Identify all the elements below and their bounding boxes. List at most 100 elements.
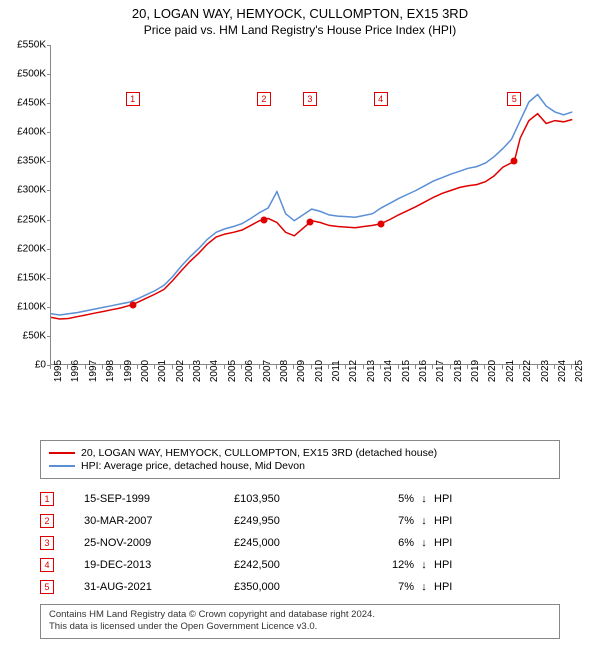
- x-tick-mark: [519, 365, 520, 369]
- legend-box: 20, LOGAN WAY, HEMYOCK, CULLOMPTON, EX15…: [40, 440, 560, 479]
- sales-row-marker: 3: [40, 536, 54, 550]
- sales-row-price: £350,000: [234, 581, 354, 593]
- x-tick-mark: [85, 365, 86, 369]
- chart-container: 20, LOGAN WAY, HEMYOCK, CULLOMPTON, EX15…: [0, 0, 600, 650]
- x-tick-mark: [67, 365, 68, 369]
- sales-row-marker: 4: [40, 558, 54, 572]
- sale-dot: [260, 216, 267, 223]
- y-tick-label: £250K: [17, 214, 46, 225]
- sales-row-hpi-label: HPI: [434, 515, 474, 527]
- legend-label: 20, LOGAN WAY, HEMYOCK, CULLOMPTON, EX15…: [81, 447, 437, 459]
- sales-row-delta: 6%: [354, 537, 414, 549]
- y-tick-label: £200K: [17, 243, 46, 254]
- y-tick-label: £0: [35, 360, 46, 371]
- y-tick-label: £150K: [17, 272, 46, 283]
- sales-row: 230-MAR-2007£249,9507%↓HPI: [40, 510, 560, 532]
- chart-area: 12345 £0£50K£100K£150K£200K£250K£300K£35…: [50, 45, 580, 395]
- down-arrow-icon: ↓: [414, 559, 434, 571]
- title-block: 20, LOGAN WAY, HEMYOCK, CULLOMPTON, EX15…: [0, 0, 600, 37]
- y-tick-label: £450K: [17, 98, 46, 109]
- x-tick-mark: [259, 365, 260, 369]
- x-tick-mark: [102, 365, 103, 369]
- x-tick-mark: [120, 365, 121, 369]
- down-arrow-icon: ↓: [414, 537, 434, 549]
- y-tick-label: £100K: [17, 301, 46, 312]
- sales-row-hpi-label: HPI: [434, 537, 474, 549]
- x-tick-mark: [206, 365, 207, 369]
- x-tick-mark: [432, 365, 433, 369]
- sales-row-date: 31-AUG-2021: [84, 581, 234, 593]
- legend-item: 20, LOGAN WAY, HEMYOCK, CULLOMPTON, EX15…: [49, 447, 551, 459]
- sale-marker-box: 2: [257, 92, 271, 106]
- down-arrow-icon: ↓: [414, 581, 434, 593]
- x-tick-mark: [467, 365, 468, 369]
- sales-row-hpi-label: HPI: [434, 493, 474, 505]
- sales-row-delta: 5%: [354, 493, 414, 505]
- sale-marker-box: 5: [507, 92, 521, 106]
- y-tick-label: £350K: [17, 156, 46, 167]
- y-tick-label: £400K: [17, 127, 46, 138]
- sales-row-marker: 1: [40, 492, 54, 506]
- x-tick-mark: [345, 365, 346, 369]
- x-tick-mark: [380, 365, 381, 369]
- x-tick-mark: [554, 365, 555, 369]
- x-tick-mark: [502, 365, 503, 369]
- sale-dot: [129, 301, 136, 308]
- sales-row-marker: 5: [40, 580, 54, 594]
- sales-row-price: £249,950: [234, 515, 354, 527]
- sales-table: 115-SEP-1999£103,9505%↓HPI230-MAR-2007£2…: [40, 488, 560, 598]
- sales-row: 1 15-SEP-1999£103,9505%↓HPI: [40, 488, 560, 510]
- x-tick-mark: [537, 365, 538, 369]
- x-tick-mark: [328, 365, 329, 369]
- footer-line1: Contains HM Land Registry data © Crown c…: [49, 609, 551, 621]
- x-tick-mark: [363, 365, 364, 369]
- sales-row-delta: 7%: [354, 581, 414, 593]
- sale-dot: [306, 219, 313, 226]
- series-hpi: [51, 95, 572, 316]
- sales-row-price: £103,950: [234, 493, 354, 505]
- footer-line2: This data is licensed under the Open Gov…: [49, 621, 551, 633]
- x-tick-mark: [224, 365, 225, 369]
- sales-row-delta: 12%: [354, 559, 414, 571]
- x-tick-mark: [137, 365, 138, 369]
- sales-row-hpi-label: HPI: [434, 559, 474, 571]
- x-tick-mark: [241, 365, 242, 369]
- x-tick-mark: [450, 365, 451, 369]
- down-arrow-icon: ↓: [414, 493, 434, 505]
- title-address: 20, LOGAN WAY, HEMYOCK, CULLOMPTON, EX15…: [0, 6, 600, 21]
- y-tick-label: £300K: [17, 185, 46, 196]
- y-tick-label: £500K: [17, 69, 46, 80]
- legend-label: HPI: Average price, detached house, Mid …: [81, 460, 305, 472]
- x-tick-mark: [398, 365, 399, 369]
- legend-item: HPI: Average price, detached house, Mid …: [49, 460, 551, 472]
- title-subtitle: Price paid vs. HM Land Registry's House …: [0, 23, 600, 37]
- x-tick-mark: [154, 365, 155, 369]
- x-tick-mark: [50, 365, 51, 369]
- x-tick-mark: [293, 365, 294, 369]
- x-tick-mark: [276, 365, 277, 369]
- legend-swatch: [49, 452, 75, 454]
- sale-marker-box: 4: [374, 92, 388, 106]
- legend-swatch: [49, 465, 75, 467]
- footer-attribution: Contains HM Land Registry data © Crown c…: [40, 604, 560, 639]
- sale-marker-box: 1: [126, 92, 140, 106]
- sales-row-price: £245,000: [234, 537, 354, 549]
- x-tick-mark: [172, 365, 173, 369]
- y-tick-label: £550K: [17, 40, 46, 51]
- sales-row: 4 19-DEC-2013£242,50012%↓HPI: [40, 554, 560, 576]
- sales-row-date: 30-MAR-2007: [84, 515, 234, 527]
- sales-row-date: 19-DEC-2013: [84, 559, 234, 571]
- x-tick-mark: [571, 365, 572, 369]
- sale-dot: [511, 158, 518, 165]
- sales-row-hpi-label: HPI: [434, 581, 474, 593]
- sales-row: 3 25-NOV-2009£245,0006%↓HPI: [40, 532, 560, 554]
- x-tick-mark: [484, 365, 485, 369]
- x-tick-mark: [311, 365, 312, 369]
- sales-row-date: 15-SEP-1999: [84, 493, 234, 505]
- down-arrow-icon: ↓: [414, 515, 434, 527]
- sales-row-date: 25-NOV-2009: [84, 537, 234, 549]
- plot-region: 12345: [50, 45, 580, 365]
- x-tick-mark: [415, 365, 416, 369]
- sales-row-price: £242,500: [234, 559, 354, 571]
- sales-row-marker: 2: [40, 514, 54, 528]
